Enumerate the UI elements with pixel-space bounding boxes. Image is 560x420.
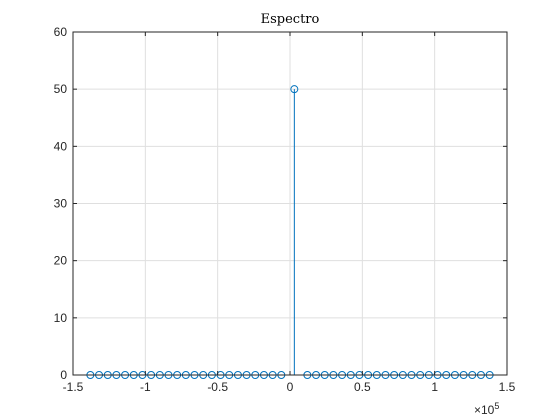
x-tick-label: 1 (431, 380, 438, 394)
y-tick-label: 30 (54, 197, 68, 211)
y-tick-label: 0 (60, 368, 67, 382)
x-tick-label: -1 (140, 380, 151, 394)
y-axis-ticks: 0 10 20 30 40 50 60 (54, 25, 507, 382)
chart-title: Espectro (261, 12, 320, 27)
y-tick-label: 60 (54, 25, 68, 39)
y-tick-label: 40 (54, 139, 68, 153)
stem-marker (290, 85, 299, 94)
x-tick-label: 1.5 (499, 380, 516, 394)
x-axis-ticks: -1.5 -1 -0.5 0 0.5 1 1.5 (63, 32, 516, 394)
x-multiplier-base: ×10 (474, 403, 495, 417)
x-tick-label: 0.5 (354, 380, 371, 394)
y-tick-label: 10 (54, 311, 68, 325)
y-tick-label: 50 (54, 82, 68, 96)
x-tick-label: -1.5 (63, 380, 84, 394)
x-tick-label: -0.5 (207, 380, 228, 394)
x-tick-label: 0 (287, 380, 294, 394)
x-multiplier-exponent: 5 (494, 401, 499, 411)
x-axis-multiplier: ×105 (474, 401, 499, 417)
y-tick-label: 20 (54, 254, 68, 268)
